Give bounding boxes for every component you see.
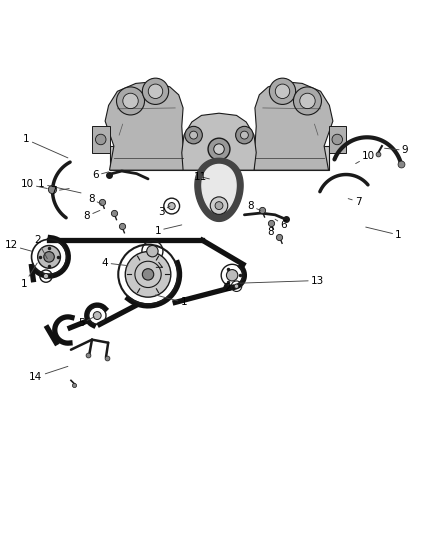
Circle shape: [125, 252, 171, 297]
Polygon shape: [182, 113, 256, 170]
Text: 8: 8: [247, 201, 261, 211]
Circle shape: [95, 134, 106, 145]
Circle shape: [93, 312, 101, 319]
Circle shape: [269, 78, 296, 104]
Polygon shape: [254, 82, 333, 170]
Text: 10: 10: [21, 179, 47, 189]
Text: 5: 5: [78, 317, 94, 328]
Text: 6: 6: [275, 219, 287, 230]
Text: 4: 4: [102, 258, 128, 268]
Text: 12: 12: [4, 240, 32, 251]
Text: 13: 13: [240, 276, 324, 286]
Polygon shape: [105, 82, 184, 170]
Text: 7: 7: [50, 186, 69, 196]
Text: 2: 2: [224, 280, 233, 293]
Text: 1: 1: [21, 263, 37, 289]
Circle shape: [293, 87, 321, 115]
Text: 1: 1: [154, 225, 182, 236]
FancyBboxPatch shape: [328, 126, 346, 152]
Text: 8: 8: [83, 211, 100, 221]
Text: 8: 8: [267, 228, 277, 237]
Text: 9: 9: [385, 146, 409, 156]
Circle shape: [168, 203, 175, 209]
Circle shape: [148, 84, 162, 99]
Text: 1: 1: [38, 179, 81, 193]
Circle shape: [117, 87, 145, 115]
Text: 7: 7: [348, 197, 362, 207]
Circle shape: [38, 246, 60, 268]
Text: 3: 3: [158, 206, 170, 217]
Text: 8: 8: [88, 193, 102, 204]
Circle shape: [236, 126, 253, 144]
Text: 1: 1: [366, 227, 402, 240]
Polygon shape: [195, 158, 243, 221]
FancyBboxPatch shape: [92, 126, 110, 152]
Circle shape: [226, 270, 238, 281]
Text: 14: 14: [29, 366, 68, 382]
Circle shape: [275, 84, 290, 99]
Circle shape: [210, 197, 228, 214]
Text: 10: 10: [356, 151, 375, 164]
Circle shape: [234, 284, 239, 288]
Circle shape: [142, 78, 169, 104]
Circle shape: [190, 131, 198, 139]
Circle shape: [123, 93, 138, 109]
Circle shape: [44, 252, 54, 262]
Text: 1: 1: [23, 134, 68, 158]
Circle shape: [214, 144, 224, 155]
Polygon shape: [202, 165, 236, 214]
Circle shape: [208, 138, 230, 160]
Circle shape: [215, 201, 223, 209]
Text: 6: 6: [92, 171, 109, 180]
Text: 2: 2: [34, 235, 47, 259]
Circle shape: [300, 93, 315, 109]
Circle shape: [240, 131, 248, 139]
Text: 11: 11: [194, 172, 209, 182]
Circle shape: [43, 273, 49, 279]
Circle shape: [185, 126, 202, 144]
Circle shape: [142, 269, 154, 280]
Circle shape: [332, 134, 343, 145]
Circle shape: [147, 246, 158, 257]
Text: 1: 1: [155, 295, 187, 308]
FancyBboxPatch shape: [110, 146, 328, 170]
